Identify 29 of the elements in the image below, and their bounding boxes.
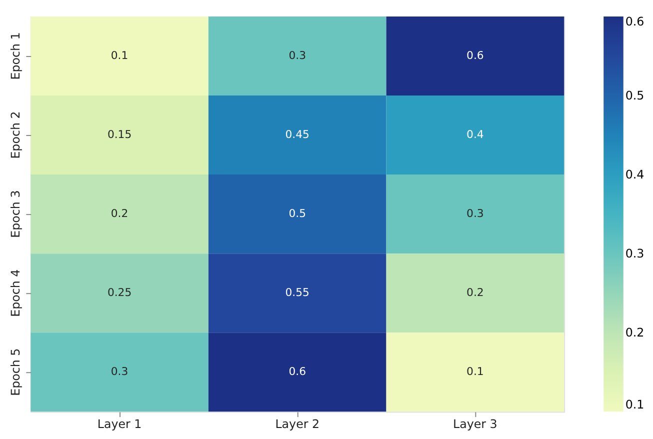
color-bar-label: 0.4 — [625, 167, 644, 182]
data-label: 0.15 — [107, 128, 132, 141]
data-label: 0.6 — [288, 365, 306, 378]
data-label: 0.3 — [110, 365, 128, 378]
y-tick-label: Epoch 1 — [8, 32, 22, 80]
data-label: 0.2 — [110, 207, 128, 220]
x-tick-label: Layer 2 — [275, 416, 320, 431]
data-label: 0.6 — [466, 48, 484, 62]
y-tick-label: Epoch 3 — [8, 190, 22, 238]
x-tick-label: Layer 3 — [453, 416, 498, 431]
y-tick-label: Epoch 4 — [8, 269, 22, 317]
data-label: 0.3 — [288, 48, 306, 62]
data-label: 0.45 — [285, 128, 310, 141]
data-label: 0.25 — [107, 286, 132, 300]
y-tick-label: Epoch 5 — [8, 348, 22, 396]
data-label: 0.55 — [285, 286, 310, 300]
y-tick-label: Epoch 2 — [8, 111, 22, 159]
color-bar-label: 0.5 — [625, 88, 644, 102]
x-tick-label: Layer 1 — [97, 416, 142, 431]
color-bar-label: 0.3 — [625, 246, 644, 261]
color-bar-label: 0.1 — [625, 398, 644, 412]
color-bar-label: 0.2 — [625, 326, 644, 340]
color-bar-label: 0.6 — [625, 14, 644, 28]
data-label: 0.5 — [288, 207, 306, 220]
data-label: 0.2 — [466, 286, 484, 300]
data-label: 0.3 — [466, 207, 484, 220]
data-label: 0.4 — [466, 128, 484, 141]
data-label: 0.1 — [466, 365, 484, 378]
data-label: 0.1 — [110, 48, 128, 62]
